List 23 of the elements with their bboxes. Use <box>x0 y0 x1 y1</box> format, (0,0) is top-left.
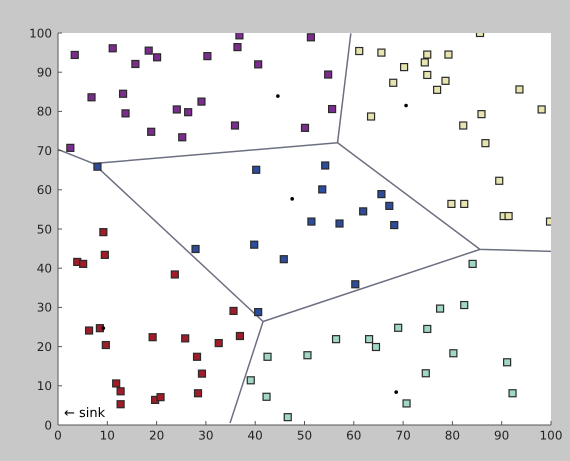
y-tick-label: 90 <box>36 65 52 80</box>
y-tick-label: 30 <box>36 300 52 315</box>
x-tick-label: 80 <box>444 428 460 443</box>
y-tick-label: 10 <box>36 379 52 394</box>
x-tick-label: 70 <box>395 428 411 443</box>
x-tick-label: 100 <box>540 428 562 443</box>
y-tick-label: 50 <box>36 222 52 236</box>
x-tick-label: 20 <box>148 428 164 443</box>
x-tick-label: 0 <box>54 428 62 443</box>
x-tick-label: 10 <box>100 428 115 443</box>
annotation: ← sink <box>64 406 106 421</box>
x-tick-label: 60 <box>346 428 362 443</box>
x-tick-label: 40 <box>248 428 263 443</box>
x-tick-label: 50 <box>296 428 312 443</box>
y-tick-label: 100 <box>29 26 52 40</box>
y-tick-label: 70 <box>36 144 52 158</box>
y-tick-label: 40 <box>36 261 52 276</box>
y-tick-label: 0 <box>44 418 52 432</box>
y-tick-label: 60 <box>36 183 52 198</box>
x-tick-label: 90 <box>494 428 510 443</box>
y-tick-label: 80 <box>36 104 52 119</box>
y-tick-label: 20 <box>36 340 52 354</box>
x-tick-label: 30 <box>198 428 214 443</box>
